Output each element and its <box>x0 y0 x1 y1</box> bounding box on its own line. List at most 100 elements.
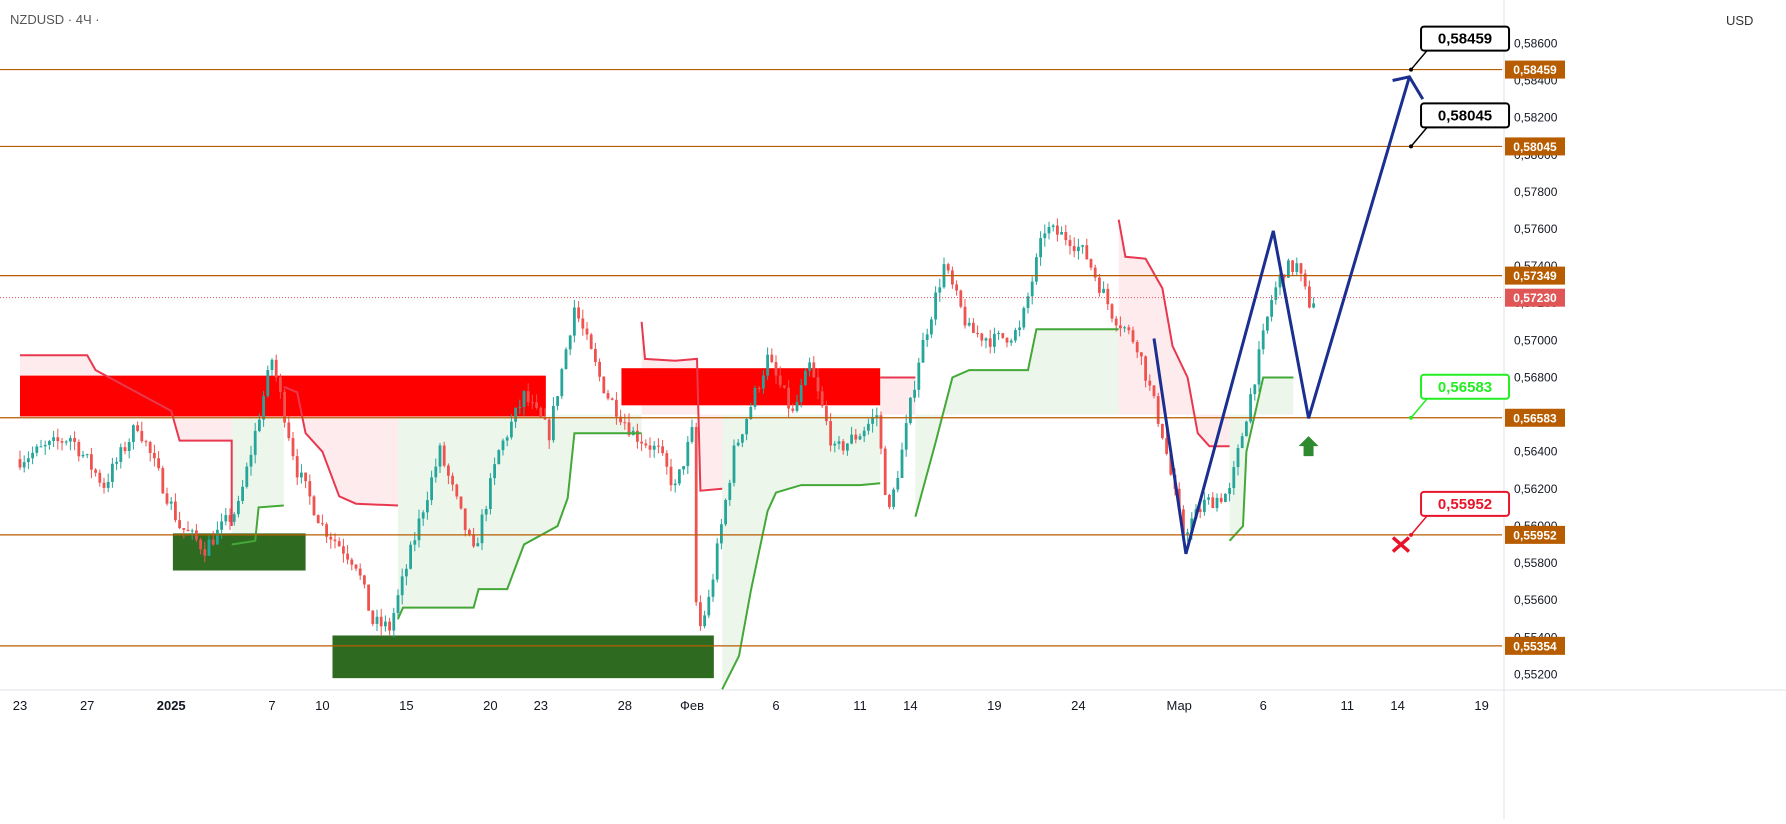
candle[interactable] <box>1207 494 1210 505</box>
candle[interactable] <box>594 342 597 366</box>
candle[interactable] <box>1068 235 1072 255</box>
candle[interactable] <box>497 449 501 465</box>
candle[interactable] <box>522 389 526 416</box>
candle[interactable] <box>337 537 341 547</box>
candle[interactable] <box>1156 392 1160 427</box>
candle[interactable] <box>783 385 786 389</box>
candle[interactable] <box>127 438 131 459</box>
candle[interactable] <box>388 617 391 636</box>
candle[interactable] <box>934 286 937 326</box>
candle[interactable] <box>715 538 719 583</box>
candle[interactable] <box>1270 295 1273 322</box>
candle[interactable] <box>237 495 240 518</box>
candle[interactable] <box>1291 260 1294 277</box>
candle[interactable] <box>686 436 690 475</box>
candle[interactable] <box>1161 423 1164 440</box>
candle[interactable] <box>316 514 320 524</box>
candle[interactable] <box>102 477 106 494</box>
candle[interactable] <box>178 511 181 530</box>
candle[interactable] <box>375 609 379 632</box>
candle[interactable] <box>283 388 286 428</box>
level-badge-5[interactable] <box>1505 636 1565 655</box>
candle[interactable] <box>438 442 442 473</box>
candle[interactable] <box>510 414 513 440</box>
candle[interactable] <box>1064 224 1068 246</box>
candle[interactable] <box>707 589 711 619</box>
candle[interactable] <box>312 495 316 516</box>
candle[interactable] <box>203 542 207 563</box>
candle[interactable] <box>123 441 127 455</box>
candle[interactable] <box>636 423 639 449</box>
level-badge-2[interactable] <box>1505 266 1565 285</box>
candle[interactable] <box>892 487 895 510</box>
candle[interactable] <box>720 518 723 550</box>
candle[interactable] <box>136 421 139 433</box>
candle[interactable] <box>749 402 753 420</box>
candle[interactable] <box>489 473 492 515</box>
candle[interactable] <box>1047 221 1051 240</box>
candle[interactable] <box>610 397 614 401</box>
candle[interactable] <box>589 332 593 350</box>
candle[interactable] <box>787 379 790 417</box>
candle[interactable] <box>1148 374 1152 391</box>
candle[interactable] <box>308 474 312 505</box>
candle[interactable] <box>888 493 891 510</box>
candle[interactable] <box>73 431 76 451</box>
candle[interactable] <box>900 442 904 479</box>
candle[interactable] <box>816 368 820 400</box>
candle[interactable] <box>556 395 559 411</box>
candle[interactable] <box>1253 384 1257 401</box>
candle[interactable] <box>547 417 551 449</box>
candle[interactable] <box>1144 355 1147 388</box>
candle[interactable] <box>31 446 34 465</box>
candle[interactable] <box>148 440 152 462</box>
candle[interactable] <box>925 328 929 347</box>
candle[interactable] <box>867 418 870 435</box>
candle[interactable] <box>1232 460 1236 495</box>
candle[interactable] <box>161 465 165 495</box>
candle[interactable] <box>585 321 589 341</box>
candle[interactable] <box>972 318 975 334</box>
candle[interactable] <box>997 330 1000 341</box>
candle[interactable] <box>367 584 370 611</box>
candle[interactable] <box>64 440 68 446</box>
price-axis[interactable]: 0,552000,554000,556000,558000,560000,562… <box>1505 36 1565 681</box>
price-callout-target-1[interactable]: 0,58045 <box>1409 102 1511 149</box>
candle[interactable] <box>1051 223 1055 232</box>
price-callout-target-0[interactable]: 0,58459 <box>1409 25 1511 72</box>
candle[interactable] <box>371 609 375 627</box>
demand-zone-1[interactable] <box>332 635 714 679</box>
candle[interactable] <box>526 383 530 407</box>
candle[interactable] <box>648 437 652 458</box>
candle[interactable] <box>77 439 81 462</box>
candle[interactable] <box>602 376 606 394</box>
candle[interactable] <box>560 367 564 400</box>
candle[interactable] <box>291 432 295 461</box>
candle[interactable] <box>434 458 438 483</box>
candle[interactable] <box>207 534 211 557</box>
candle[interactable] <box>1211 492 1215 509</box>
candle[interactable] <box>106 473 110 493</box>
candle[interactable] <box>623 413 627 430</box>
candle[interactable] <box>1287 258 1290 278</box>
candle[interactable] <box>1081 244 1084 254</box>
level-badge-4[interactable] <box>1505 525 1565 544</box>
candle[interactable] <box>379 608 383 636</box>
candle[interactable] <box>132 424 135 450</box>
candle[interactable] <box>1131 326 1135 344</box>
candle[interactable] <box>804 368 807 386</box>
candle[interactable] <box>140 421 144 444</box>
candle[interactable] <box>539 406 543 419</box>
candle[interactable] <box>18 450 22 471</box>
candle[interactable] <box>153 444 156 467</box>
candle[interactable] <box>56 428 60 450</box>
candle[interactable] <box>333 533 337 549</box>
candle[interactable] <box>211 531 215 546</box>
candle[interactable] <box>820 386 824 409</box>
candle[interactable] <box>81 450 85 459</box>
candle[interactable] <box>1295 257 1299 276</box>
candle[interactable] <box>745 418 748 441</box>
candle[interactable] <box>535 394 538 410</box>
candle[interactable] <box>799 378 803 408</box>
